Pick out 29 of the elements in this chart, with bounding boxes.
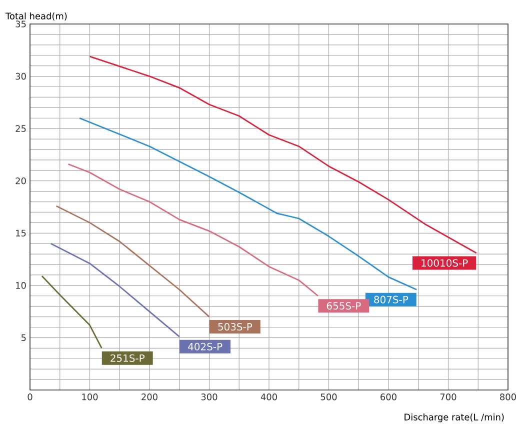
- x-tick-label: 600: [380, 394, 396, 400]
- x-tick-label: 700: [440, 394, 456, 400]
- y-tick-label: 10: [16, 282, 26, 289]
- series-label: 251S-P: [110, 354, 144, 362]
- series-label: 655S-P: [326, 302, 361, 310]
- x-tick-label: 100: [82, 394, 98, 400]
- y-tick-label: 25: [16, 125, 26, 132]
- y-tick-label: 30: [16, 72, 26, 80]
- x-tick-label: 800: [500, 394, 516, 400]
- line-series: [89, 56, 478, 254]
- x-tick-label: 500: [320, 394, 337, 400]
- series-label: 402S-P: [188, 342, 222, 350]
- line-series: [78, 117, 418, 290]
- x-tick-label: 0: [28, 394, 32, 400]
- x-tick-label: 300: [201, 394, 218, 400]
- line-series: [68, 163, 319, 297]
- y-axis-title: Total head(m): [5, 12, 67, 20]
- y-tick-label: 35: [16, 20, 26, 28]
- line-series: [41, 275, 102, 349]
- x-tick-label: 200: [142, 394, 158, 400]
- series-label: 10010S-P: [422, 259, 468, 267]
- y-tick-label: 15: [16, 230, 26, 236]
- x-axis-title: Discharge rate(L /min): [404, 414, 504, 422]
- y-tick-label: 5: [21, 334, 26, 342]
- line-series: [56, 205, 210, 318]
- series-label: 503S-P: [218, 322, 252, 331]
- y-tick-label: 20: [16, 177, 26, 184]
- series-label: 807S-P: [374, 296, 408, 304]
- x-tick-label: 400: [260, 394, 277, 400]
